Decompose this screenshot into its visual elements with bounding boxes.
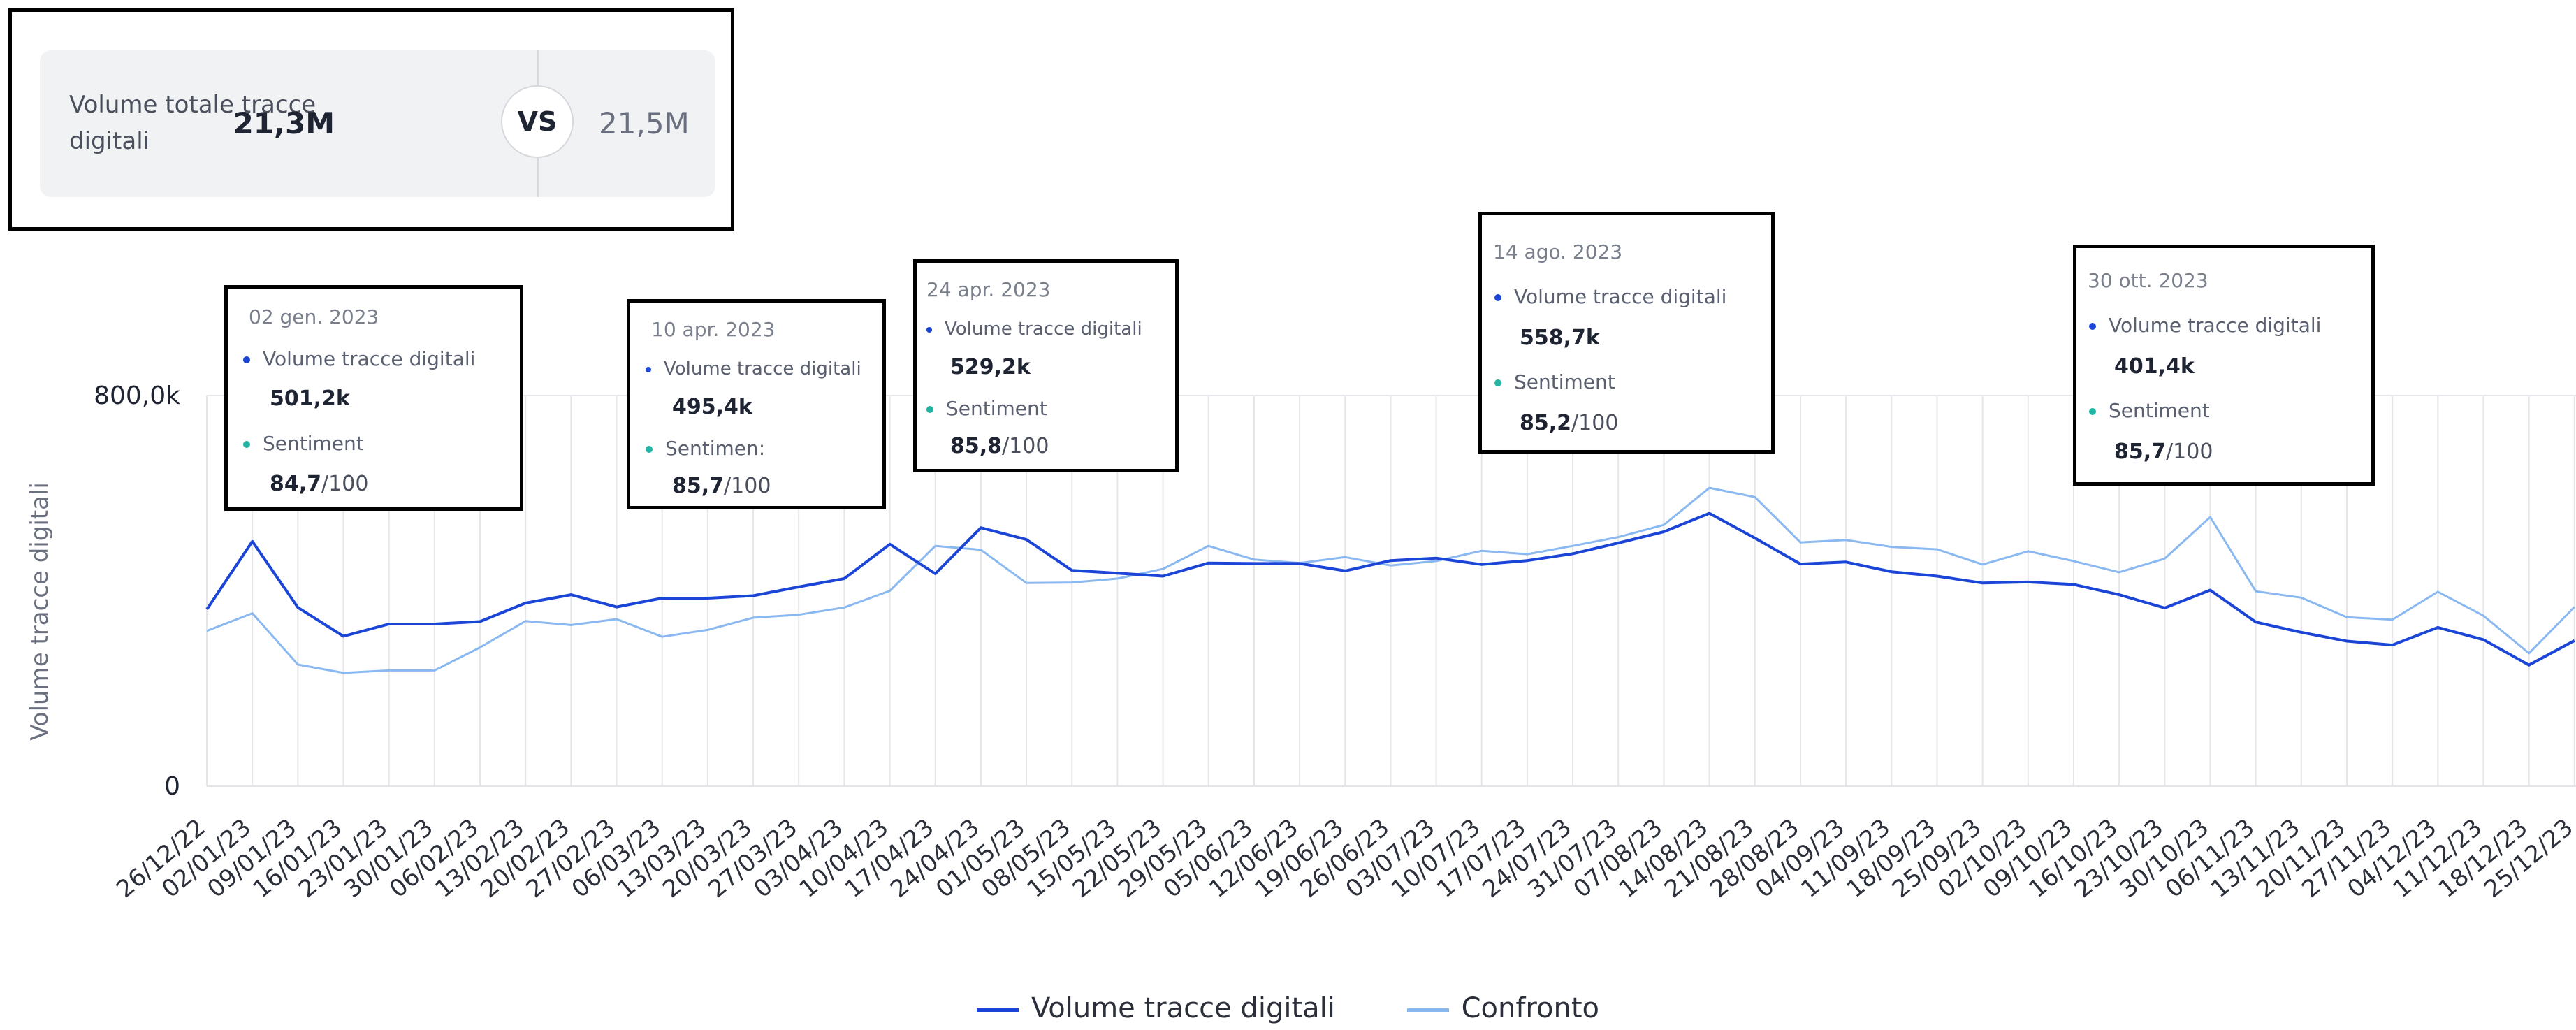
tooltip-10-apr: 10 apr. 2023 Volume tracce digitali 495,… <box>627 299 886 509</box>
sentiment-suffix: /100 <box>2166 440 2213 464</box>
tooltip-volume-label: Volume tracce digitali <box>263 347 476 370</box>
tooltip-date: 24 apr. 2023 <box>926 278 1051 301</box>
tooltip-date: 30 ott. 2023 <box>2088 269 2208 292</box>
tooltip-02-gen: 02 gen. 2023 Volume tracce digitali 501,… <box>224 285 523 511</box>
kpi-compare-value: 21,5M <box>599 106 690 140</box>
kpi-card: Volume totale tracce digitali 21,3M VS 2… <box>40 50 715 197</box>
sentiment-dot-icon <box>926 406 933 413</box>
volume-dot-icon <box>926 326 932 333</box>
tooltip-24-apr: 24 apr. 2023 Volume tracce digitali 529,… <box>913 259 1179 472</box>
tooltip-sentiment-row: Sentimen: <box>646 437 765 460</box>
tooltip-volume-row: Volume tracce digitali <box>1494 285 1726 308</box>
sentiment-score: 85,8 <box>950 434 1003 458</box>
legend-swatch-volume <box>977 1008 1019 1012</box>
legend-item-confronto[interactable]: Confronto <box>1406 992 1599 1024</box>
tooltip-sentiment-label: Sentimen: <box>665 437 766 460</box>
tooltip-sentiment-value: 85,7/100 <box>2114 440 2213 464</box>
sentiment-score: 84,7 <box>270 472 322 496</box>
sentiment-score: 85,2 <box>1520 411 1572 435</box>
tooltip-volume-label: Volume tracce digitali <box>945 319 1142 340</box>
volume-dot-icon <box>646 366 651 372</box>
tooltip-date: 10 apr. 2023 <box>651 318 776 341</box>
kpi-vs-badge: VS <box>501 85 574 158</box>
y-tick-label: 800,0k <box>94 382 180 410</box>
tooltip-volume-row: Volume tracce digitali <box>926 319 1142 340</box>
kpi-frame: Volume totale tracce digitali 21,3M VS 2… <box>8 8 734 231</box>
y-axis: 0 800,0k <box>94 382 180 801</box>
tooltip-sentiment-row: Sentiment <box>2089 399 2210 422</box>
volume-dot-icon <box>243 356 250 363</box>
y-tick-label: 0 <box>164 772 180 801</box>
sentiment-dot-icon <box>2089 408 2096 415</box>
tooltip-sentiment-row: Sentiment <box>926 397 1047 420</box>
tooltip-sentiment-value: 85,7/100 <box>672 474 771 498</box>
legend-swatch-confronto <box>1406 1008 1449 1012</box>
chart-series <box>205 486 2575 674</box>
tooltip-sentiment-value: 84,7/100 <box>270 472 368 496</box>
volume-dot-icon <box>2089 323 2096 330</box>
sentiment-dot-icon <box>646 446 653 453</box>
series-line-confronto <box>206 486 2575 674</box>
sentiment-suffix: /100 <box>1571 411 1619 435</box>
tooltip-14-ago: 14 ago. 2023 Volume tracce digitali 558,… <box>1478 212 1775 454</box>
tooltip-volume-value: 495,4k <box>672 395 752 419</box>
tooltip-volume-value: 558,7k <box>1520 326 1600 350</box>
tooltip-sentiment-label: Sentiment <box>1514 370 1615 393</box>
tooltip-volume-value: 501,2k <box>270 386 350 411</box>
tooltip-sentiment-row: Sentiment <box>243 432 364 455</box>
sentiment-score: 85,7 <box>672 474 725 498</box>
kpi-value: 21,3M <box>233 106 335 140</box>
tooltip-date: 02 gen. 2023 <box>249 305 379 328</box>
tooltip-volume-value: 529,2k <box>950 355 1031 379</box>
tooltip-sentiment-value: 85,2/100 <box>1520 411 1618 435</box>
kpi-label: Volume totale tracce digitali <box>69 91 316 155</box>
tooltip-volume-value: 401,4k <box>2114 354 2195 379</box>
tooltip-volume-row: Volume tracce digitali <box>243 347 475 370</box>
sentiment-dot-icon <box>1494 379 1501 386</box>
sentiment-suffix: /100 <box>321 472 369 496</box>
series-line-volume <box>205 512 2575 667</box>
y-axis-label: Volume tracce digitali <box>26 482 54 741</box>
tooltip-sentiment-label: Sentiment <box>263 432 364 455</box>
tooltip-volume-row: Volume tracce digitali <box>2089 314 2321 337</box>
tooltip-volume-row: Volume tracce digitali <box>646 358 861 379</box>
tooltip-date: 14 ago. 2023 <box>1493 240 1623 263</box>
line-chart: 0 800,0k Volume tracce digitali 26/12/220… <box>26 382 2576 904</box>
legend-item-volume[interactable]: Volume tracce digitali <box>977 992 1335 1024</box>
tooltip-sentiment-value: 85,8/100 <box>950 434 1049 458</box>
tooltip-30-ott: 30 ott. 2023 Volume tracce digitali 401,… <box>2073 245 2375 486</box>
tooltip-volume-label: Volume tracce digitali <box>1514 285 1727 308</box>
sentiment-dot-icon <box>243 441 250 448</box>
chart-legend: Volume tracce digitali Confronto <box>0 992 2576 1024</box>
sentiment-score: 85,7 <box>2114 440 2167 464</box>
sentiment-suffix: /100 <box>724 474 771 498</box>
legend-label-volume: Volume tracce digitali <box>1031 992 1335 1024</box>
tooltip-volume-label: Volume tracce digitali <box>664 358 861 379</box>
tooltip-sentiment-label: Sentiment <box>946 397 1047 420</box>
tooltip-sentiment-label: Sentiment <box>2109 399 2210 422</box>
x-axis: 26/12/2202/01/2309/01/2316/01/2323/01/23… <box>111 813 2576 904</box>
tooltip-sentiment-row: Sentiment <box>1494 370 1615 393</box>
sentiment-suffix: /100 <box>1002 434 1049 458</box>
volume-dot-icon <box>1494 294 1501 301</box>
tooltip-volume-label: Volume tracce digitali <box>2109 314 2322 337</box>
legend-label-confronto: Confronto <box>1461 992 1599 1024</box>
